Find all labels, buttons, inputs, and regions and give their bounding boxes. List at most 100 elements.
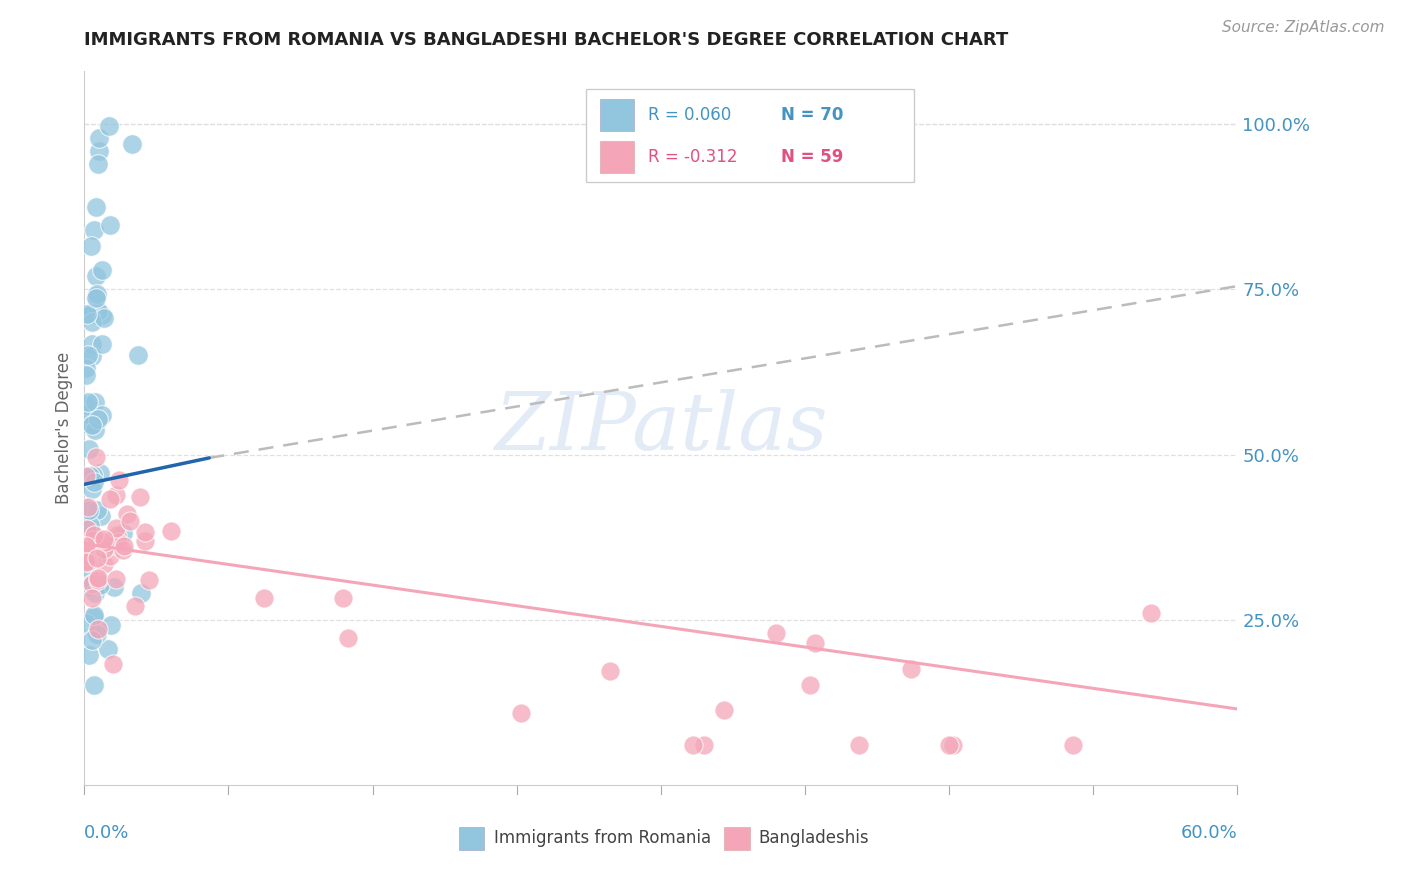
Point	[765, 626, 787, 640]
Point	[160, 524, 183, 538]
Point	[80, 238, 103, 252]
Point	[93, 558, 115, 572]
Point	[112, 540, 135, 554]
Point	[87, 304, 110, 318]
Point	[75, 542, 97, 557]
Text: 0.0%: 0.0%	[84, 824, 129, 842]
Point	[90, 308, 112, 322]
Point	[75, 361, 97, 376]
Point	[82, 533, 104, 547]
Point	[83, 610, 105, 624]
Point	[75, 368, 97, 383]
Point	[509, 706, 531, 720]
Point	[83, 678, 105, 692]
Text: Source: ZipAtlas.com: Source: ZipAtlas.com	[1222, 20, 1385, 35]
Point	[77, 503, 100, 517]
Point	[80, 482, 103, 496]
Point	[76, 522, 98, 536]
Point	[87, 571, 110, 585]
Point	[87, 573, 110, 587]
Point	[332, 591, 354, 605]
Point	[82, 468, 104, 483]
Point	[77, 348, 100, 362]
Point	[124, 599, 146, 613]
Point	[105, 521, 128, 535]
Point	[83, 423, 105, 437]
Point	[89, 578, 111, 592]
Point	[76, 408, 98, 422]
Point	[83, 395, 105, 409]
Point	[112, 542, 135, 557]
Point	[80, 531, 103, 545]
Point	[101, 538, 124, 552]
Point	[98, 218, 121, 232]
Point	[79, 468, 101, 483]
Point	[128, 491, 150, 505]
Point	[76, 395, 98, 409]
Point	[86, 287, 108, 301]
Point	[115, 507, 138, 521]
Point	[134, 525, 156, 540]
Point	[93, 534, 115, 549]
Point	[80, 528, 103, 542]
Point	[79, 648, 101, 663]
Point	[89, 130, 111, 145]
Point	[84, 291, 107, 305]
Point	[83, 528, 105, 542]
Point	[80, 417, 103, 432]
Point	[127, 348, 149, 362]
Text: Immigrants from Romania: Immigrants from Romania	[494, 830, 711, 847]
Point	[104, 488, 127, 502]
Point	[900, 662, 922, 676]
Point	[131, 586, 153, 600]
Point	[121, 136, 143, 151]
Point	[107, 534, 129, 549]
Point	[89, 144, 111, 158]
Point	[86, 626, 108, 640]
Point	[91, 263, 114, 277]
Point	[83, 475, 105, 489]
Point	[83, 608, 105, 623]
Point	[98, 549, 121, 563]
Text: 60.0%: 60.0%	[1181, 824, 1237, 842]
FancyBboxPatch shape	[724, 827, 749, 850]
Point	[1062, 739, 1084, 753]
Point	[101, 657, 124, 672]
Point	[80, 337, 103, 351]
Text: R = 0.060: R = 0.060	[648, 106, 731, 124]
Point	[79, 308, 101, 322]
Point	[682, 739, 704, 753]
Point	[82, 575, 104, 590]
Text: N = 70: N = 70	[780, 106, 844, 124]
Point	[93, 310, 115, 325]
Point	[942, 739, 965, 753]
Point	[80, 632, 103, 647]
Point	[79, 518, 101, 533]
Point	[118, 514, 141, 528]
Point	[108, 473, 131, 487]
Point	[105, 572, 128, 586]
Point	[336, 632, 359, 646]
Point	[848, 739, 870, 753]
Point	[713, 703, 735, 717]
Point	[87, 411, 110, 425]
Point	[86, 622, 108, 636]
Point	[93, 533, 115, 547]
Point	[84, 289, 107, 303]
Point	[105, 527, 128, 541]
Point	[76, 307, 98, 321]
Point	[75, 555, 97, 569]
Point	[90, 337, 112, 351]
Point	[80, 315, 103, 329]
Text: ZIPatlas: ZIPatlas	[494, 390, 828, 467]
FancyBboxPatch shape	[460, 827, 485, 850]
Point	[97, 641, 120, 656]
Point	[84, 269, 107, 284]
Point	[79, 418, 101, 433]
Point	[89, 467, 111, 481]
Point	[82, 349, 104, 363]
Point	[86, 157, 108, 171]
Text: R = -0.312: R = -0.312	[648, 148, 738, 166]
Point	[100, 618, 122, 632]
Point	[1140, 606, 1163, 620]
